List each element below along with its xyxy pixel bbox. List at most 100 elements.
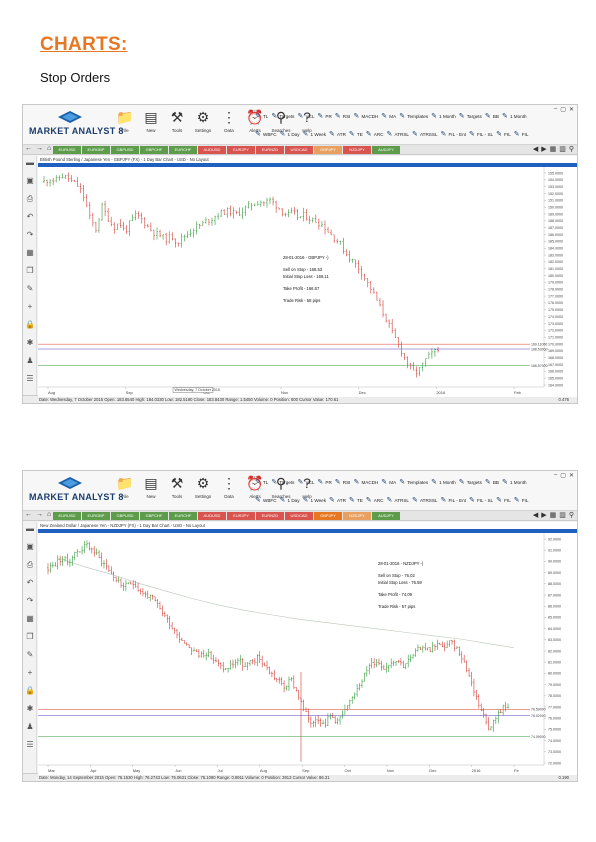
indicator-button[interactable]: ✎ ATRSSL [412,497,438,504]
close-icon[interactable]: ✕ [568,107,574,113]
tab-eurchf[interactable]: EURCHF [169,512,197,520]
tool-alerts-button[interactable]: ⏰ Alerts [243,108,267,142]
indicator-button[interactable]: ✎ BB [485,113,499,120]
forward-arrow-icon[interactable]: → [36,145,43,152]
folder-icon[interactable]: ▬ [26,524,34,533]
copy-icon[interactable]: ❐ [26,266,34,275]
tool-data-button[interactable]: ⋮ Data [217,108,241,142]
home-icon[interactable]: ⌂ [47,511,52,518]
indicator-button[interactable]: ✎ TE [349,131,363,138]
crosshair-icon[interactable]: + [27,668,33,677]
grid-icon[interactable]: ▦ [549,146,557,153]
indicator-button[interactable]: ✎ 1 Month [502,479,527,486]
indicator-button[interactable]: ✎ VCL [297,113,314,120]
indicator-button[interactable]: ✎ FIL - SL [469,131,493,138]
chevron-left-icon[interactable]: ◀ [532,146,539,153]
person-icon[interactable]: ♟ [26,356,34,365]
indicator-button[interactable]: ✎ ATRSL [386,131,408,138]
grid-icon[interactable]: ▦ [549,512,557,519]
indicator-button[interactable]: ✎ FIL [514,131,529,138]
indicator-button[interactable]: ✎ ATRSL [386,497,408,504]
tab-gbpchf[interactable]: GBPCHF [140,512,168,520]
tool-settings-button[interactable]: ⚙ Settings [191,474,215,508]
tab-usdcad[interactable]: USDCAD [285,146,313,154]
indicator-button[interactable]: ✎ ATRSSL [412,131,438,138]
tab-audjpy[interactable]: AUDJPY [372,512,400,520]
tab-gbpjpy[interactable]: GBPJPY [314,512,342,520]
tool-new-button[interactable]: ▤ New [139,474,163,508]
tab-gbpusd[interactable]: GBPUSD [111,512,139,520]
chevron-right-icon[interactable]: ▶ [541,512,547,519]
tab-eurnzd[interactable]: EURNZD [256,512,284,520]
tab-eurusd[interactable]: EURUSD [53,512,81,520]
gear-icon[interactable]: ✱ [26,704,34,713]
search-icon[interactable]: ⚲ [568,512,574,519]
chevron-left-icon[interactable]: ◀ [532,512,539,519]
lock-icon[interactable]: 🔒 [25,686,35,695]
save-icon[interactable]: ▣ [26,542,34,551]
tool-help-button[interactable]: ? Help [295,474,319,508]
pen-icon[interactable]: ✎ [26,284,34,293]
tab-nzdjpy[interactable]: NZDJPY [343,146,371,154]
indicator-button[interactable]: ✎ FIL [496,497,511,504]
crosshair-icon[interactable]: + [27,302,33,311]
tab-audusd[interactable]: AUDUSD [198,146,226,154]
tool-tools-button[interactable]: ⚒ Tools [165,108,189,142]
home-icon[interactable]: ⌂ [47,145,52,152]
tool-file-button[interactable]: 📁 File [113,474,137,508]
indicator-button[interactable]: ✎ 1 Month [431,113,456,120]
indicator-button[interactable]: ✎ FIL - Ent [440,131,465,138]
tab-nzdjpy[interactable]: NZDJPY [343,512,371,520]
tool-new-button[interactable]: ▤ New [139,108,163,142]
minimize-icon[interactable]: – [553,106,558,112]
indicator-button[interactable]: ✎ MACDH [353,479,378,486]
redo-icon[interactable]: ↷ [26,230,34,239]
indicator-button[interactable]: ✎ FIL - Ent [440,497,465,504]
back-arrow-icon[interactable]: ← [25,511,32,518]
tab-gbpjpy[interactable]: GBPJPY [314,146,342,154]
indicator-button[interactable]: ✎ Targets [271,113,294,120]
indicator-button[interactable]: ✎ ATR [329,497,346,504]
tab-eurnzd[interactable]: EURNZD [256,146,284,154]
indicator-button[interactable]: ✎ TE [349,497,363,504]
indicator-button[interactable]: ✎ BB [485,479,499,486]
price-chart[interactable]: 155.0000 154.0000 153.0000 152.0000 151.0000… [38,167,578,397]
list-icon[interactable]: ☰ [26,374,34,383]
layout-icon[interactable]: ▥ [559,512,566,519]
forward-arrow-icon[interactable]: → [36,511,43,518]
indicator-button[interactable]: ✎ ATR [329,131,346,138]
indicator-button[interactable]: ✎ RSI [335,479,351,486]
layout-icon[interactable]: ▦ [26,248,34,257]
tool-searches-button[interactable]: ⚲ Searches [269,108,293,142]
tool-help-button[interactable]: ? Help [295,108,319,142]
tool-searches-button[interactable]: ⚲ Searches [269,474,293,508]
indicator-button[interactable]: ✎ ARC [366,497,384,504]
indicator-button[interactable]: ✎ Targets [459,479,482,486]
indicator-button[interactable]: ✎ Targets [271,479,294,486]
indicator-button[interactable]: ✎ FIL [496,131,511,138]
pen-icon[interactable]: ✎ [26,650,34,659]
tool-settings-button[interactable]: ⚙ Settings [191,108,215,142]
close-icon[interactable]: ✕ [568,473,574,479]
price-chart[interactable]: 92.0000 91.0000 90.0000 89.0000 88.0000 87.00… [38,533,578,775]
copy-icon[interactable]: ❐ [26,632,34,641]
indicator-button[interactable]: ✎ 1 Week [303,131,327,138]
indicator-button[interactable]: ✎ PR [317,479,331,486]
chevron-right-icon[interactable]: ▶ [541,146,547,153]
indicator-button[interactable]: ✎ 1 Month [502,113,527,120]
indicator-button[interactable]: ✎ Targets [459,113,482,120]
gear-icon[interactable]: ✱ [26,338,34,347]
indicator-button[interactable]: ✎ 1 Week [303,497,327,504]
indicator-button[interactable]: ✎ FIL - SL [469,497,493,504]
print-icon[interactable]: ⎙ [26,560,34,569]
undo-icon[interactable]: ↶ [26,578,34,587]
search-icon[interactable]: ⚲ [568,146,574,153]
undo-icon[interactable]: ↶ [26,212,34,221]
tab-eurusd[interactable]: EURUSD [53,146,81,154]
tab-eurgbp[interactable]: EURGBP [82,146,110,154]
indicator-button[interactable]: ✎ 1 Day [280,131,300,138]
indicator-button[interactable]: ✎ RSI [335,113,351,120]
indicator-button[interactable]: ✎ 1 Month [431,479,456,486]
maximize-icon[interactable]: ▢ [560,107,566,113]
folder-icon[interactable]: ▬ [26,158,34,167]
